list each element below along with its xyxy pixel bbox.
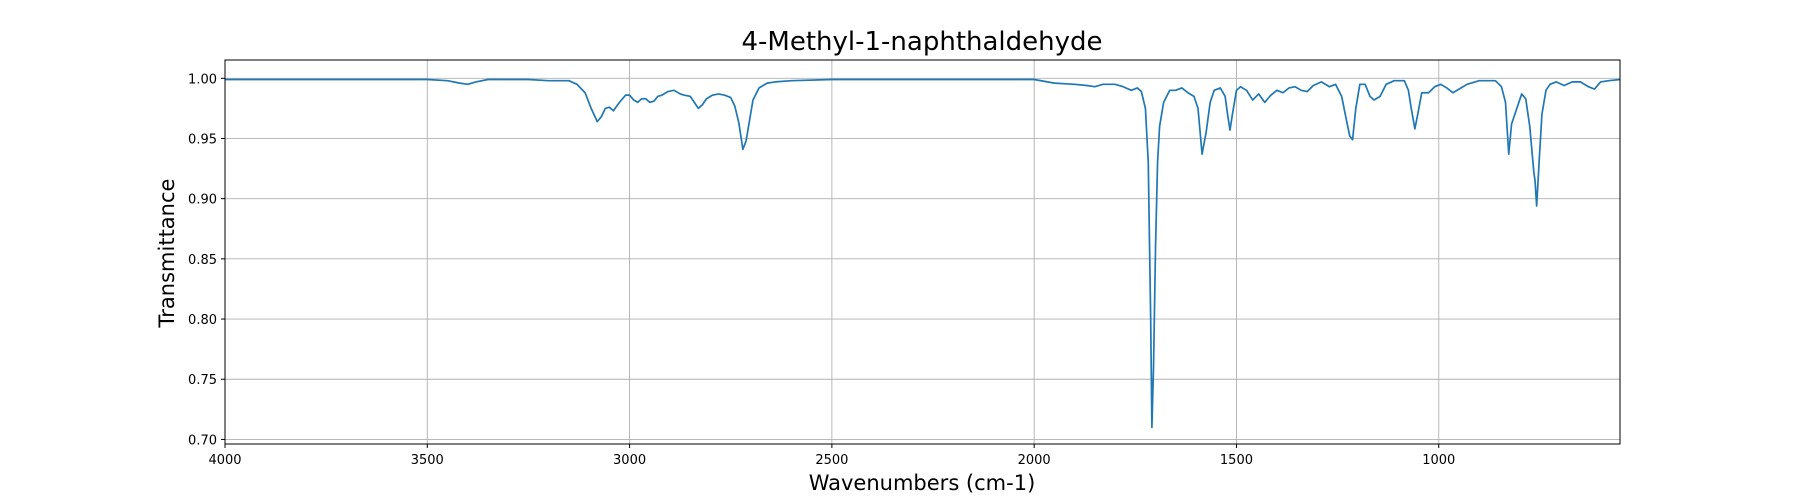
y-tick-label: 0.85 (188, 253, 217, 268)
x-tick-label: 3500 (411, 453, 444, 468)
x-tick-label: 1500 (1220, 453, 1253, 468)
x-tick-label: 2500 (815, 453, 848, 468)
y-tick-label: 0.70 (188, 433, 217, 448)
y-tick-label: 0.90 (188, 193, 217, 208)
y-tick-label: 0.80 (188, 313, 217, 328)
y-tick-label: 0.95 (188, 132, 217, 147)
x-tick-label: 2000 (1018, 453, 1051, 468)
x-tick-label: 4000 (208, 453, 241, 468)
x-tick-label: 1000 (1422, 453, 1455, 468)
y-tick-label: 1.00 (188, 72, 217, 87)
plot-frame (224, 59, 1621, 445)
chart-title: 4-Methyl-1-naphthaldehyde (741, 27, 1102, 57)
x-axis-label: Wavenumbers (cm-1) (809, 471, 1036, 495)
y-tick-label: 0.75 (188, 373, 217, 388)
spectrum-line (225, 78, 1621, 429)
y-axis-label: Transmittance (155, 179, 179, 329)
x-tick-label: 3000 (613, 453, 646, 468)
